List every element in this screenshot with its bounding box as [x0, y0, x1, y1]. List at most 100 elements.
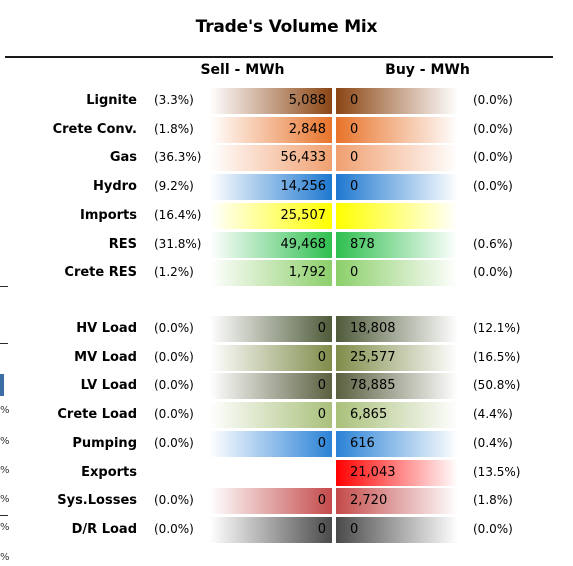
table-row-lignite: Lignite (3.3%) 5,088 0 (0.0%) [0, 87, 573, 114]
buy-value: 0 [350, 93, 359, 108]
table-row-exports: Exports 21,043 (13.5%) [0, 459, 573, 486]
sell-value-cell: 0 [210, 488, 332, 515]
sell-value: 0 [317, 521, 326, 537]
sell-value: 14,256 [280, 179, 327, 195]
buy-percent: (0.0%) [473, 521, 513, 536]
buy-value-cell: 0 [336, 116, 458, 143]
buy-value-cell: 878 [336, 231, 458, 258]
edge-scroll-marker[interactable] [0, 374, 4, 396]
sell-value: 0 [317, 378, 326, 394]
buy-value: 6,865 [350, 407, 388, 423]
buy-value-cell: 0 [336, 516, 458, 543]
edge-percent-glyph: % [0, 552, 10, 563]
buy-value-cell: 0 [336, 88, 458, 114]
buy-percent: (13.5%) [473, 464, 521, 479]
sell-value: 2,848 [288, 121, 326, 137]
sell-value-cell: 49,468 [210, 231, 332, 258]
row-label: Hydro [92, 179, 137, 195]
row-label: Lignite [86, 93, 137, 108]
buy-percent: (0.6%) [473, 236, 513, 251]
sell-value-cell: 0 [210, 430, 332, 457]
table-row-crete-load: Crete Load (0.0%) 0 6,865 (4.4%) [0, 401, 573, 429]
sell-value: 5,088 [288, 93, 326, 108]
sell-value-cell: 2,848 [210, 116, 332, 143]
buy-percent: (50.8%) [473, 378, 521, 393]
table-row-gas: Gas (36.3%) 56,433 0 (0.0%) [0, 144, 573, 172]
buy-value: 878 [350, 236, 375, 252]
edge-percent-glyph: % [0, 465, 10, 476]
edge-percent-glyph: % [0, 405, 10, 416]
sell-percent: (1.2%) [154, 265, 194, 280]
sell-value-cell: 25,507 [210, 202, 332, 229]
buy-value: 18,808 [350, 321, 396, 336]
sell-percent: (36.3%) [154, 150, 202, 165]
buy-percent: (0.0%) [473, 150, 513, 165]
buy-percent: (0.4%) [473, 435, 513, 450]
sell-percent: (0.0%) [154, 407, 194, 422]
buy-value: 78,885 [350, 378, 396, 394]
sell-value: 0 [317, 407, 326, 423]
buy-column-header: Buy - MWh [385, 62, 470, 78]
buy-percent: (0.0%) [473, 93, 513, 107]
buy-value: 25,577 [350, 349, 396, 365]
buy-value-cell [336, 202, 458, 229]
sell-value-cell: 0 [210, 373, 332, 400]
table-row-imports: Imports (16.4%) 25,507 [0, 202, 573, 229]
sell-percent: (3.3%) [154, 93, 194, 107]
row-label: Crete RES [64, 265, 137, 281]
buy-value: 0 [350, 265, 359, 281]
sell-value-cell: 0 [210, 344, 332, 371]
row-label: LV Load [80, 378, 137, 394]
row-label: Gas [109, 150, 137, 166]
sell-value: 25,507 [280, 207, 327, 223]
row-label: Crete Load [57, 407, 137, 423]
sell-column-header: Sell - MWh [200, 62, 285, 78]
buy-value-cell: 6,865 [336, 402, 458, 429]
buy-value-cell: 21,043 [336, 459, 458, 486]
sell-value-cell: 1,792 [210, 260, 332, 287]
table-row-hv-load: HV Load (0.0%) 0 18,808 (12.1%) [0, 315, 573, 342]
sell-value: 49,468 [280, 236, 327, 252]
row-label: RES [108, 236, 137, 252]
sell-value-cell: 56,433 [210, 145, 332, 172]
buy-value: 616 [350, 435, 375, 451]
sell-value-cell: 0 [210, 516, 332, 543]
buy-percent: (4.4%) [473, 407, 513, 422]
sell-value-cell: 0 [210, 402, 332, 429]
buy-value: 0 [350, 521, 359, 537]
table-row-crete-res: Crete RES (1.2%) 1,792 0 (0.0%) [0, 259, 573, 287]
center-divider [333, 85, 335, 290]
table-row-res: RES (31.8%) 49,468 878 (0.6%) [0, 231, 573, 258]
edge-rule [0, 343, 8, 344]
sell-value-cell: 0 [210, 316, 332, 342]
buy-value-cell: 78,885 [336, 373, 458, 400]
center-divider [333, 313, 335, 545]
sell-value-cell: 5,088 [210, 88, 332, 114]
sell-percent: (0.0%) [154, 349, 194, 364]
edge-percent-glyph: % [0, 522, 10, 533]
sell-value: 0 [317, 321, 326, 336]
buy-value: 0 [350, 179, 359, 195]
buy-value-cell: 0 [336, 260, 458, 287]
sell-value: 0 [317, 349, 326, 365]
row-label: HV Load [76, 321, 137, 336]
sell-value-cell [210, 460, 332, 486]
buy-value-cell: 0 [336, 174, 458, 201]
chart-title: Trade's Volume Mix [195, 17, 378, 37]
edge-percent-glyph: % [0, 436, 10, 447]
buy-percent: (16.5%) [473, 349, 521, 364]
sell-value: 1,792 [288, 265, 326, 281]
table-row-crete-conv: Crete Conv. (1.8%) 2,848 0 (0.0%) [0, 116, 573, 143]
buy-percent: (12.1%) [473, 321, 521, 335]
sell-percent: (0.0%) [154, 521, 194, 536]
table-row-lv-load: LV Load (0.0%) 0 78,885 (50.8%) [0, 372, 573, 400]
table-row-sys-losses: Sys.Losses (0.0%) 0 2,720 (1.8%) [0, 487, 573, 515]
sell-value: 56,433 [280, 150, 327, 166]
buy-value: 21,043 [350, 464, 396, 480]
row-label: D/R Load [71, 521, 137, 537]
sell-percent: (0.0%) [154, 435, 194, 450]
sell-value: 0 [317, 435, 326, 451]
sell-value-cell: 14,256 [210, 174, 332, 201]
sell-percent: (1.8%) [154, 121, 194, 136]
edge-percent-glyph: % [0, 494, 10, 505]
